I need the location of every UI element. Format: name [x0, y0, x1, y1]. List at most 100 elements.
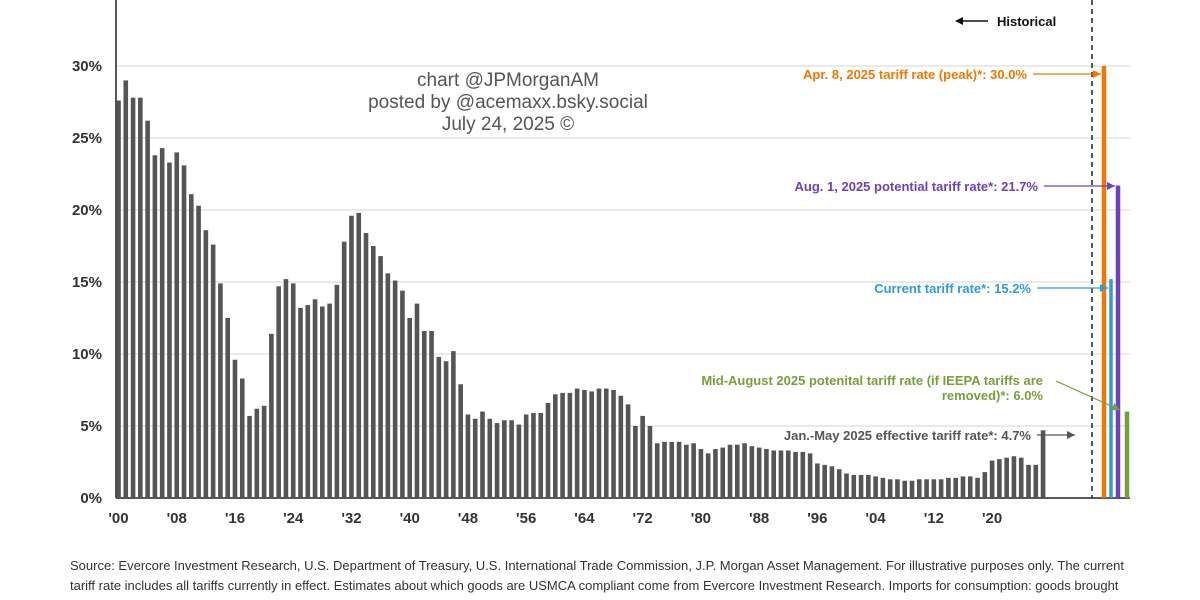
bar — [312, 299, 318, 498]
bar — [669, 441, 675, 498]
bar — [334, 284, 340, 498]
x-tick-label: '80 — [691, 510, 711, 527]
bar — [800, 451, 806, 498]
bar — [196, 205, 201, 498]
source-line-1: Source: Evercore Investment Research, U.… — [70, 558, 1124, 573]
bar — [516, 424, 522, 498]
bar — [705, 453, 711, 498]
bar — [414, 303, 420, 498]
bar — [902, 480, 908, 498]
bar — [1040, 430, 1046, 498]
bar — [502, 420, 507, 498]
bar — [756, 447, 762, 498]
bar — [159, 148, 165, 498]
bar — [582, 390, 587, 498]
watermark-line: July 24, 2025 © — [442, 114, 574, 135]
bar — [400, 290, 405, 498]
y-tick-label: 30% — [72, 58, 102, 75]
y-tick-label: 5% — [80, 418, 102, 435]
y-tick-label: 20% — [72, 202, 102, 219]
scenario-bar — [1124, 411, 1130, 498]
bar — [625, 404, 631, 498]
bar — [771, 450, 776, 498]
bar — [815, 463, 820, 498]
y-tick-label: 15% — [72, 274, 102, 291]
bar — [320, 306, 325, 498]
x-tick-label: '48 — [458, 510, 478, 527]
bar — [953, 477, 958, 498]
bar — [967, 476, 973, 498]
x-tick-label: '32 — [341, 510, 361, 527]
bar — [167, 162, 172, 499]
bar — [647, 426, 653, 498]
bar — [785, 450, 791, 498]
x-tick-label: '96 — [807, 510, 827, 527]
bar — [443, 361, 449, 498]
bar — [851, 474, 857, 498]
bar — [531, 413, 536, 498]
bar — [436, 356, 442, 498]
x-tick-label: '12 — [924, 510, 944, 527]
bar — [494, 423, 500, 498]
bar — [662, 441, 667, 498]
x-tick-label: '64 — [574, 510, 595, 527]
arrow-latest-head — [1067, 431, 1075, 439]
bar — [836, 469, 842, 498]
bar — [654, 443, 660, 498]
bar — [640, 415, 645, 498]
x-tick-label: '16 — [225, 510, 245, 527]
bar — [742, 443, 747, 498]
tariff-chart: 0% 5% 10% 15% 20% 25% 30% '00 '08 '16 '24 '32 '40 '48… — [72, 0, 1130, 527]
annotation-midaug-line2: removed)*: 6.0% — [942, 388, 1044, 403]
historical-arrowhead — [955, 17, 963, 25]
bar — [363, 233, 369, 499]
x-tick-label: '40 — [400, 510, 420, 527]
bar — [276, 286, 281, 498]
scenario-bar — [1115, 185, 1121, 498]
bar — [691, 443, 696, 498]
bar — [269, 333, 274, 498]
bar — [1033, 464, 1039, 498]
bar — [1018, 457, 1024, 498]
bar — [138, 97, 143, 499]
bar — [982, 472, 988, 498]
bar — [931, 479, 937, 498]
bar — [261, 405, 267, 498]
bar — [356, 212, 362, 498]
bar — [946, 477, 951, 498]
bar — [749, 446, 755, 498]
bar — [392, 280, 398, 498]
bar — [858, 474, 864, 498]
bar — [421, 330, 427, 498]
annotation-current: Current tariff rate*: 15.2% — [874, 281, 1031, 296]
annotation-aug1: Aug. 1, 2025 potential tariff rate*: 21.… — [795, 179, 1039, 194]
bar — [778, 450, 784, 498]
bar — [371, 246, 376, 498]
bar — [407, 318, 412, 498]
x-tick-label: '04 — [865, 510, 886, 527]
bar — [822, 464, 827, 498]
bar — [917, 479, 922, 498]
bar — [458, 384, 463, 498]
bar — [880, 477, 886, 498]
bar — [218, 283, 223, 498]
bar — [385, 273, 391, 498]
bar — [611, 390, 616, 498]
x-tick-label: '72 — [633, 510, 653, 527]
bar — [735, 444, 740, 498]
bar — [1004, 457, 1009, 498]
bar — [553, 394, 558, 498]
bar — [589, 391, 594, 498]
bar — [305, 305, 311, 498]
x-tick-label: '88 — [749, 510, 769, 527]
bar — [873, 476, 878, 498]
bar — [596, 388, 602, 498]
bar — [618, 395, 624, 498]
bar — [603, 388, 609, 498]
bar — [465, 414, 471, 498]
bar — [1011, 456, 1017, 498]
bar — [472, 418, 478, 498]
bar — [225, 318, 230, 498]
scenario-bar — [1109, 279, 1113, 498]
bar — [203, 230, 209, 498]
